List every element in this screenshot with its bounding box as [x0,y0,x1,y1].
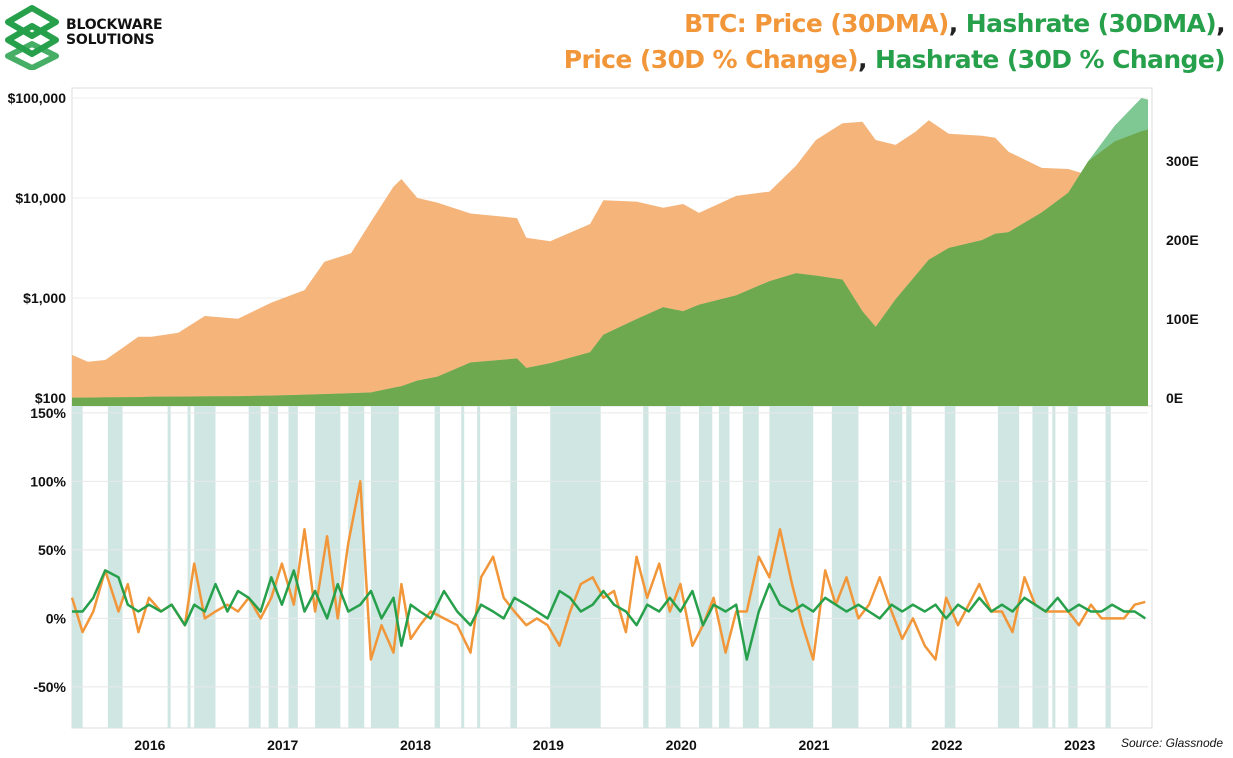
shaded-band [434,406,440,728]
title-hashrate-30d-change: Hashrate (30D % Change) [875,45,1226,74]
x-tick-label: 2016 [134,737,165,753]
x-tick-label: 2020 [666,737,697,753]
logo-mark-icon [5,5,59,70]
title-separator: , [948,9,959,38]
left-tick-label: $100 [35,390,66,406]
shaded-band [268,406,278,728]
shaded-band [107,406,123,728]
price-change-line [70,480,1146,661]
shaded-band [248,406,261,728]
right-tick-label: 300E [1166,153,1199,169]
title-line-2: Price (30D % Change), Hashrate (30D % Ch… [563,42,1226,78]
shaded-band [699,406,713,728]
shaded-band [831,406,859,728]
x-tick-label: 2017 [267,737,298,753]
title-separator: , [857,45,868,74]
shaded-band [461,406,465,728]
left-tick-label: $100,000 [8,90,67,106]
shaded-band [348,406,365,728]
shaded-band [906,406,912,728]
shaded-band [315,406,341,728]
hashrate-change-line [72,569,1146,661]
x-tick-label: 2023 [1064,737,1095,753]
shaded-band [1052,406,1056,728]
bottom-tick-label: -50% [33,679,66,695]
brand-name: BLOCKWARE SOLUTIONS [66,17,163,48]
shaded-band [769,406,814,728]
title-hashrate-30dma: Hashrate (30DMA) [965,9,1217,38]
title-line-1: BTC: Price (30DMA), Hashrate (30DMA), [564,6,1226,42]
hashrate-area [72,129,1148,406]
blockware-logo [5,5,59,70]
shaded-band [477,406,481,728]
shaded-band [510,406,518,728]
right-tick-label: 200E [1166,232,1199,248]
bottom-tick-label: 100% [30,473,66,489]
right-tick-label: 0E [1166,390,1183,406]
shaded-band [997,406,1020,728]
shaded-band [944,406,956,728]
bottom-tick-label: 0% [46,610,67,626]
shaded-band [167,406,171,728]
title-price-30d-change: Price (30D % Change) [563,45,859,74]
shaded-band [72,406,83,728]
x-tick-label: 2022 [931,737,962,753]
source-note: Source: Glassnode [1120,736,1223,750]
shaded-band [665,406,681,728]
left-tick-label: $1,000 [23,290,66,306]
shaded-band [550,406,601,728]
shaded-band [742,406,759,728]
x-tick-label: 2018 [400,737,431,753]
right-tick-label: 100E [1166,311,1199,327]
title-price-30dma: BTC: Price (30DMA) [684,9,949,38]
x-tick-label: 2021 [798,737,829,753]
shaded-band [888,406,903,728]
shaded-band [187,406,191,728]
left-tick-label: $10,000 [15,190,66,206]
shaded-band [643,406,649,728]
brand-line-2: SOLUTIONS [66,32,155,48]
shaded-band [718,406,730,728]
shaded-band [1032,406,1049,728]
bottom-tick-label: 150% [30,405,66,421]
chart-title: BTC: Price (30DMA), Hashrate (30DMA), Pr… [563,6,1226,78]
title-separator: , [1216,9,1226,38]
x-tick-label: 2019 [533,737,564,753]
shaded-band [194,406,216,728]
shaded-band [370,406,399,728]
shaded-band [1068,406,1078,728]
shaded-band [1105,406,1111,728]
bottom-tick-label: 50% [38,542,67,558]
bottom-panel-frame [71,405,1153,729]
shaded-band [288,406,298,728]
brand-line-1: BLOCKWARE [66,17,163,33]
